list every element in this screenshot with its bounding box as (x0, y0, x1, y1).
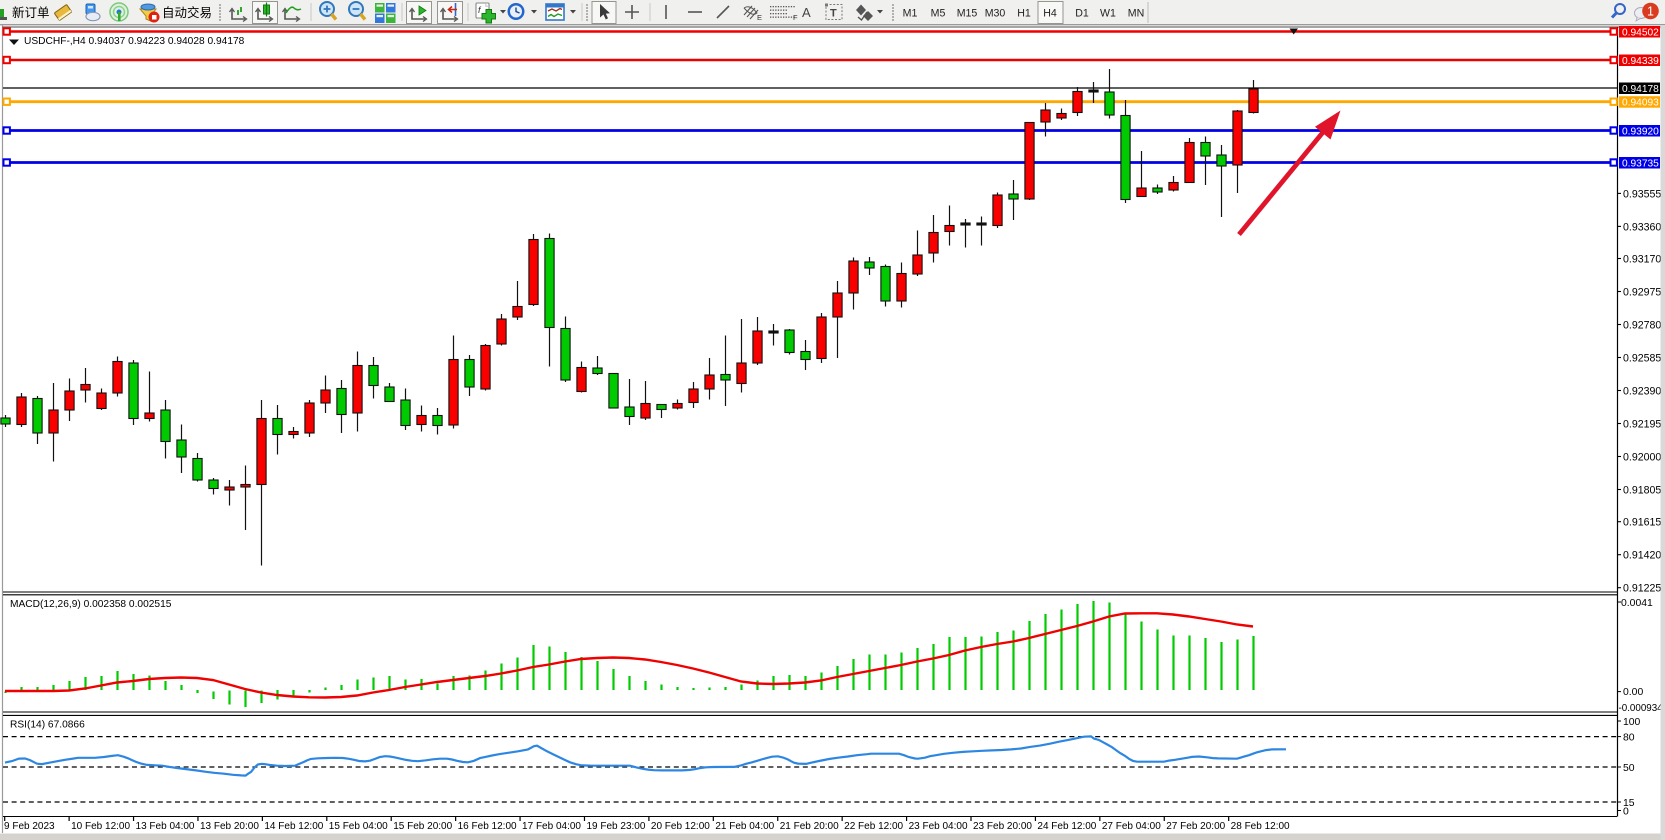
svg-text:M5: M5 (931, 8, 946, 20)
svg-text:0.94093: 0.94093 (1622, 98, 1659, 109)
svg-text:T: T (830, 8, 837, 20)
svg-text:-0.000934: -0.000934 (1619, 703, 1664, 714)
svg-text:21 Feb 20:00: 21 Feb 20:00 (780, 821, 839, 832)
svg-text:14 Feb 12:00: 14 Feb 12:00 (264, 821, 323, 832)
svg-text:0.92390: 0.92390 (1623, 386, 1661, 398)
svg-text:f: f (478, 5, 482, 15)
svg-text:80: 80 (1623, 733, 1635, 744)
svg-text:23 Feb 20:00: 23 Feb 20:00 (973, 821, 1032, 832)
svg-text:MN: MN (1128, 8, 1144, 20)
svg-text:0: 0 (1623, 807, 1629, 818)
svg-text:15 Feb 04:00: 15 Feb 04:00 (329, 821, 388, 832)
svg-text:0.93170: 0.93170 (1623, 254, 1661, 266)
svg-text:27 Feb 04:00: 27 Feb 04:00 (1102, 821, 1161, 832)
svg-text:M1: M1 (903, 8, 918, 20)
svg-text:22 Feb 12:00: 22 Feb 12:00 (844, 821, 903, 832)
svg-text:13 Feb 20:00: 13 Feb 20:00 (200, 821, 259, 832)
svg-text:19 Feb 23:00: 19 Feb 23:00 (586, 821, 645, 832)
svg-text:W1: W1 (1100, 8, 1116, 20)
svg-text:28 Feb 12:00: 28 Feb 12:00 (1231, 821, 1290, 832)
svg-text:0.94178: 0.94178 (1622, 84, 1659, 95)
svg-text:M15: M15 (957, 8, 978, 20)
svg-text:0.92000: 0.92000 (1623, 452, 1661, 464)
svg-text:0.92195: 0.92195 (1623, 419, 1661, 431)
svg-text:0.91615: 0.91615 (1623, 517, 1661, 529)
svg-text:0.92975: 0.92975 (1623, 287, 1661, 299)
svg-text:50: 50 (1623, 763, 1635, 774)
svg-text:15 Feb 20:00: 15 Feb 20:00 (393, 821, 452, 832)
svg-text:0.91805: 0.91805 (1623, 485, 1661, 497)
svg-text:0.93555: 0.93555 (1623, 188, 1661, 200)
svg-text:23 Feb 04:00: 23 Feb 04:00 (909, 821, 968, 832)
svg-text:24 Feb 12:00: 24 Feb 12:00 (1037, 821, 1096, 832)
svg-text:D1: D1 (1075, 8, 1089, 20)
svg-text:0.94502: 0.94502 (1622, 28, 1659, 39)
svg-text:0.91420: 0.91420 (1623, 550, 1661, 562)
svg-text:10 Feb 12:00: 10 Feb 12:00 (71, 821, 130, 832)
svg-text:17 Feb 04:00: 17 Feb 04:00 (522, 821, 581, 832)
svg-text:21 Feb 04:00: 21 Feb 04:00 (715, 821, 774, 832)
svg-text:F: F (793, 13, 798, 22)
svg-text:0.91225: 0.91225 (1623, 583, 1661, 595)
svg-text:0.94339: 0.94339 (1622, 56, 1659, 67)
svg-text:新订单: 新订单 (12, 5, 50, 20)
svg-text:USDCHF-,H4 0.94037 0.94223 0.: USDCHF-,H4 0.94037 0.94223 0.94028 0.941… (24, 36, 245, 47)
svg-text:H1: H1 (1017, 8, 1031, 20)
svg-text:15: 15 (1623, 798, 1635, 809)
svg-text:1: 1 (1647, 4, 1654, 18)
svg-text:E: E (757, 13, 762, 22)
svg-text:27 Feb 20:00: 27 Feb 20:00 (1166, 821, 1225, 832)
svg-text:20 Feb 12:00: 20 Feb 12:00 (651, 821, 710, 832)
svg-text:0.93735: 0.93735 (1622, 159, 1659, 170)
svg-text:A: A (802, 5, 811, 20)
svg-text:0.93360: 0.93360 (1623, 221, 1661, 233)
svg-text:0.0041: 0.0041 (1621, 598, 1653, 609)
svg-text:0.92780: 0.92780 (1623, 320, 1661, 332)
svg-text:自动交易: 自动交易 (162, 5, 212, 20)
svg-text:MACD(12,26,9) 0.002358 0.00251: MACD(12,26,9) 0.002358 0.002515 (10, 599, 172, 610)
svg-text:13 Feb 04:00: 13 Feb 04:00 (136, 821, 195, 832)
svg-text:0.93920: 0.93920 (1622, 127, 1659, 138)
svg-text:M30: M30 (985, 8, 1006, 20)
svg-text:9 Feb 2023: 9 Feb 2023 (4, 821, 55, 832)
svg-text:16 Feb 12:00: 16 Feb 12:00 (458, 821, 517, 832)
svg-text:0.92585: 0.92585 (1623, 353, 1661, 365)
svg-text:H4: H4 (1043, 8, 1057, 20)
svg-text:RSI(14) 67.0866: RSI(14) 67.0866 (10, 720, 85, 731)
svg-text:100: 100 (1623, 717, 1641, 728)
svg-text:0.00: 0.00 (1623, 687, 1643, 698)
